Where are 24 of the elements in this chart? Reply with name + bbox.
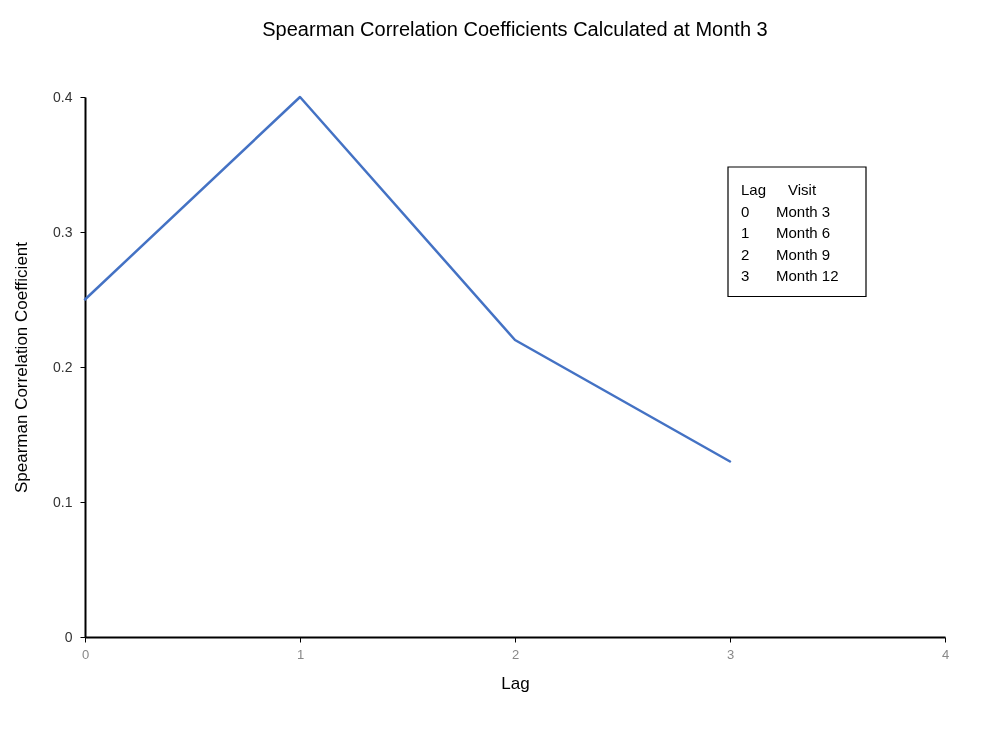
x-tick-label: 1 xyxy=(296,646,305,662)
x-tick-label: 0 xyxy=(81,646,90,662)
annotation: Month 3 xyxy=(776,202,831,220)
y-tick-label: 0.4 xyxy=(53,88,73,105)
annotation: Month 12 xyxy=(776,267,839,284)
x-tick-label: 2 xyxy=(511,646,520,662)
annotation: 2 xyxy=(741,245,750,263)
x-tick-label: 3 xyxy=(726,646,735,662)
y-tick-label: 0.3 xyxy=(53,223,73,240)
x-tick-label: 4 xyxy=(941,646,950,662)
y-tick-label: 0 xyxy=(64,628,73,645)
y-tick-label: 0.1 xyxy=(53,493,73,510)
chart-title: Spearman Correlation Coefficients Calculated at Month 3 xyxy=(262,18,768,40)
y-tick-label: 0.2 xyxy=(53,358,73,375)
annotation: 1 xyxy=(741,224,750,241)
y-axis-title: Spearman Correlation Coefficient xyxy=(12,241,32,494)
annotation: Visit xyxy=(788,181,817,198)
annotation: Month 6 xyxy=(776,224,831,241)
annotation: Month 9 xyxy=(776,245,831,263)
line-series xyxy=(83,95,732,463)
annotation: 3 xyxy=(741,267,750,284)
x-axis-title: Lag xyxy=(501,673,530,693)
annotation: 0 xyxy=(741,202,750,220)
annotation: Lag xyxy=(741,181,767,198)
